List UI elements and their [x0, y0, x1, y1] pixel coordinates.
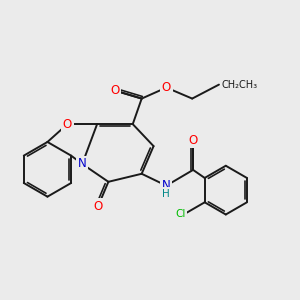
Text: O: O [93, 200, 103, 213]
Text: O: O [63, 118, 72, 130]
Text: O: O [110, 84, 120, 97]
Text: CH₂CH₃: CH₂CH₃ [222, 80, 258, 90]
Text: Cl: Cl [176, 209, 186, 220]
Text: H: H [163, 189, 170, 199]
Text: O: O [188, 134, 198, 147]
Text: N: N [162, 179, 171, 192]
Text: O: O [162, 81, 171, 94]
Text: N: N [78, 158, 87, 170]
